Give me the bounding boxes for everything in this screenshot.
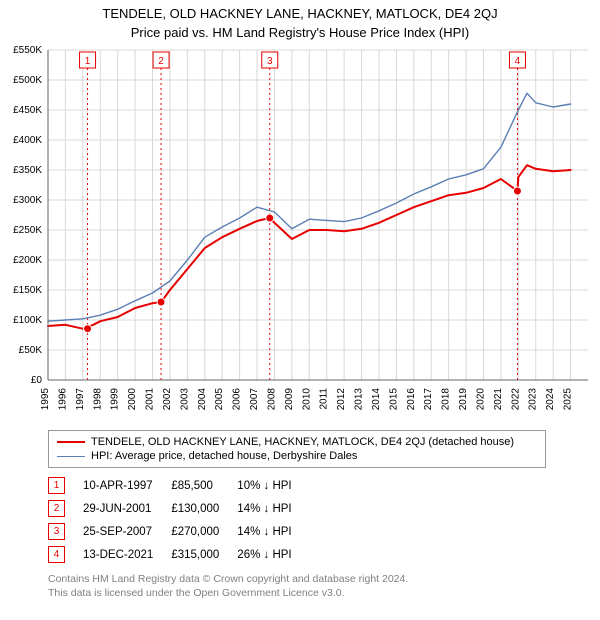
x-tick-label: 2003 xyxy=(179,388,190,411)
sales-table: 1 10-APR-1997£85,50010% ↓ HPI 2 29-JUN-2001… xyxy=(48,474,310,566)
chart-title: TENDELE, OLD HACKNEY LANE, HACKNEY, MATL… xyxy=(0,6,600,21)
x-tick-label: 2012 xyxy=(336,388,347,411)
y-tick-label: £350K xyxy=(13,165,42,176)
x-tick-label: 2015 xyxy=(388,388,399,411)
x-tick-label: 2001 xyxy=(145,388,156,411)
line-chart: £0 £50K £100K £150K £200K £250K £300K £350K £400… xyxy=(0,42,600,422)
x-tick-label: 2020 xyxy=(475,388,486,411)
x-tick-label: 2022 xyxy=(510,388,521,411)
x-tick-label: 2011 xyxy=(319,388,330,410)
y-tick-label: £0 xyxy=(31,375,43,386)
y-tick-label: £450K xyxy=(13,105,42,116)
x-tick-label: 2017 xyxy=(423,388,434,411)
x-tick-label: 2019 xyxy=(458,388,469,411)
legend-label: TENDELE, OLD HACKNEY LANE, HACKNEY, MATL… xyxy=(91,436,514,448)
legend-row: HPI: Average price, detached house, Derb… xyxy=(57,449,537,463)
sale-point xyxy=(513,187,521,195)
y-tick-label: £400K xyxy=(13,135,42,146)
sale-delta: 14% ↓ HPI xyxy=(237,497,309,520)
sale-date: 10-APR-1997 xyxy=(83,474,171,497)
sale-date: 25-SEP-2007 xyxy=(83,520,171,543)
sale-marker-label: 2 xyxy=(158,56,164,67)
sales-row: 2 29-JUN-2001£130,00014% ↓ HPI xyxy=(48,497,310,520)
sale-price: £315,000 xyxy=(171,543,237,566)
x-tick-label: 2010 xyxy=(301,388,312,411)
sale-delta: 10% ↓ HPI xyxy=(237,474,309,497)
y-tick-label: £50K xyxy=(19,345,43,356)
x-tick-label: 1999 xyxy=(110,388,121,411)
x-tick-label: 1995 xyxy=(40,388,51,411)
x-tick-label: 1997 xyxy=(75,388,86,411)
legend-row: TENDELE, OLD HACKNEY LANE, HACKNEY, MATL… xyxy=(57,435,537,449)
sales-row: 1 10-APR-1997£85,50010% ↓ HPI xyxy=(48,474,310,497)
x-tick-label: 2018 xyxy=(441,388,452,411)
sale-price: £85,500 xyxy=(171,474,237,497)
sale-marker-label: 4 xyxy=(515,56,521,67)
figure-container: TENDELE, OLD HACKNEY LANE, HACKNEY, MATL… xyxy=(0,0,600,600)
legend-swatch xyxy=(57,441,85,443)
sale-marker-label: 3 xyxy=(267,56,273,67)
x-tick-label: 2007 xyxy=(249,388,260,411)
sales-row: 4 13-DEC-2021£315,00026% ↓ HPI xyxy=(48,543,310,566)
x-tick-label: 2009 xyxy=(284,388,295,411)
sale-point xyxy=(266,214,274,222)
x-tick-label: 2008 xyxy=(266,388,277,411)
footnote-line-2: This data is licensed under the Open Gov… xyxy=(48,587,345,599)
y-tick-label: £250K xyxy=(13,225,42,236)
y-tick-label: £150K xyxy=(13,285,42,296)
sale-date: 29-JUN-2001 xyxy=(83,497,171,520)
sale-delta: 26% ↓ HPI xyxy=(237,543,309,566)
chart-area: £0 £50K £100K £150K £200K £250K £300K £350K £400… xyxy=(0,42,600,422)
x-tick-label: 2004 xyxy=(197,388,208,411)
x-tick-label: 1998 xyxy=(92,388,103,411)
x-tick-label: 2021 xyxy=(493,388,504,411)
chart-subtitle: Price paid vs. HM Land Registry's House … xyxy=(0,25,600,40)
sale-marker-label: 1 xyxy=(85,56,91,67)
sale-marker-icon: 1 xyxy=(48,477,65,494)
x-tick-label: 2023 xyxy=(528,388,539,411)
title-block: TENDELE, OLD HACKNEY LANE, HACKNEY, MATL… xyxy=(0,0,600,42)
x-tick-label: 2016 xyxy=(406,388,417,411)
x-tick-label: 2002 xyxy=(162,388,173,411)
legend-swatch xyxy=(57,456,85,457)
sale-point xyxy=(157,298,165,306)
sale-marker-icon: 3 xyxy=(48,523,65,540)
legend-label: HPI: Average price, detached house, Derb… xyxy=(91,450,357,462)
y-tick-label: £100K xyxy=(13,315,42,326)
sale-date: 13-DEC-2021 xyxy=(83,543,171,566)
y-tick-label: £550K xyxy=(13,45,42,56)
footnote: Contains HM Land Registry data © Crown c… xyxy=(48,572,588,600)
x-tick-label: 2024 xyxy=(545,388,556,411)
sale-delta: 14% ↓ HPI xyxy=(237,520,309,543)
footnote-line-1: Contains HM Land Registry data © Crown c… xyxy=(48,573,408,585)
sale-price: £270,000 xyxy=(171,520,237,543)
x-tick-label: 1996 xyxy=(57,388,68,411)
x-tick-label: 2013 xyxy=(354,388,365,411)
y-tick-label: £300K xyxy=(13,195,42,206)
x-tick-label: 2025 xyxy=(563,388,574,411)
x-tick-label: 2005 xyxy=(214,388,225,411)
sale-marker-icon: 4 xyxy=(48,546,65,563)
y-tick-label: £200K xyxy=(13,255,42,266)
legend: TENDELE, OLD HACKNEY LANE, HACKNEY, MATL… xyxy=(48,430,546,468)
x-tick-label: 2014 xyxy=(371,388,382,411)
sale-price: £130,000 xyxy=(171,497,237,520)
x-tick-label: 2006 xyxy=(232,388,243,411)
sales-row: 3 25-SEP-2007£270,00014% ↓ HPI xyxy=(48,520,310,543)
y-tick-label: £500K xyxy=(13,75,42,86)
x-tick-label: 2000 xyxy=(127,388,138,411)
sale-marker-icon: 2 xyxy=(48,500,65,517)
sale-point xyxy=(84,325,92,333)
